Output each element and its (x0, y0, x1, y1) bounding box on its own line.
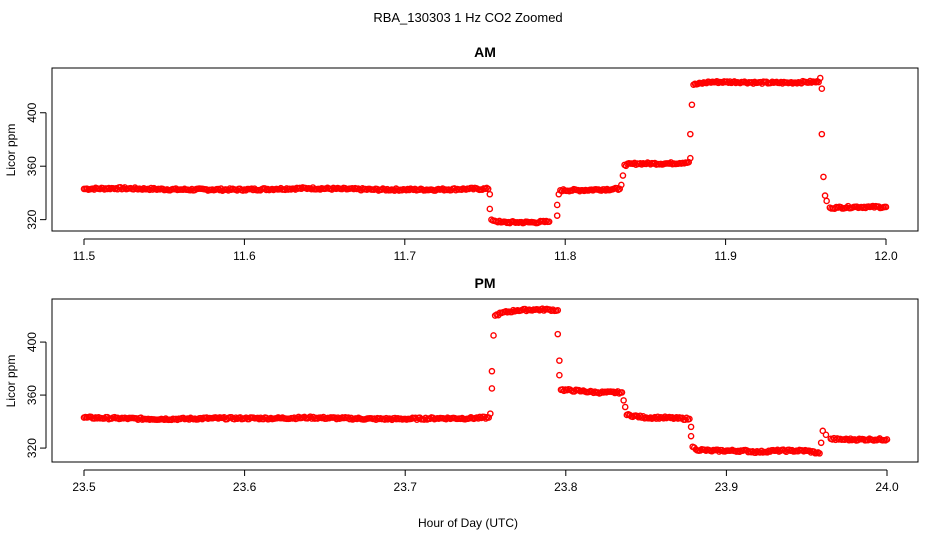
pm-plot-frame (51, 298, 919, 463)
x-axis-label: Hour of Day (UTC) (418, 516, 518, 530)
pm-x-tick-label: 23.9 (715, 480, 739, 494)
pm-data-point (554, 306, 562, 314)
am-x-tick-label: 11.5 (73, 249, 96, 263)
pm-data-point (819, 427, 827, 435)
am-data-point (816, 74, 824, 82)
pm-panel: PM Licor ppm 23.5 23.6 23.7 23.8 23.9 24.0 32… (4, 275, 919, 494)
pm-data-point (442, 415, 450, 423)
am-y-tick-label: 360 (25, 156, 39, 176)
pm-data-point (556, 357, 563, 364)
pm-x-tick-label: 23.5 (72, 480, 96, 494)
pm-data-point (620, 397, 627, 404)
am-panel-title: AM (474, 44, 496, 60)
am-data-point (818, 85, 826, 93)
pm-data-point (822, 431, 830, 439)
pm-x-tick-label: 24.0 (875, 480, 899, 494)
am-points (80, 74, 890, 227)
pm-data-point (618, 389, 626, 396)
pm-data-point (752, 449, 759, 457)
pm-data-point (621, 403, 629, 411)
am-data-point (486, 205, 494, 213)
pm-data-point (185, 416, 193, 423)
am-y-ticks: 320 360 400 (25, 102, 47, 230)
am-data-point (553, 212, 561, 219)
pm-data-point (847, 435, 854, 442)
am-x-tick-label: 11.8 (554, 249, 577, 263)
pm-data-point (687, 423, 695, 431)
am-data-point (405, 186, 413, 194)
am-data-point (703, 79, 710, 87)
pm-data-point (488, 385, 496, 392)
pm-data-point (655, 415, 663, 422)
pm-x-ticks: 23.5 23.6 23.7 23.8 23.9 24.0 (72, 469, 899, 494)
am-data-point (750, 80, 757, 87)
pm-data-point (660, 414, 667, 422)
pm-data-point (556, 371, 563, 379)
pm-data-point (333, 415, 340, 423)
pm-data-point (488, 367, 496, 375)
pm-panel-title: PM (475, 275, 496, 291)
am-data-point (823, 197, 830, 205)
am-y-axis-label: Licor ppm (4, 124, 18, 177)
pm-data-point (687, 432, 695, 440)
am-x-tick-label: 11.7 (394, 249, 417, 263)
pm-data-point (845, 436, 853, 444)
pm-data-point (686, 415, 693, 423)
am-x-tick-label: 11.9 (714, 249, 737, 263)
pm-y-tick-label: 360 (25, 385, 39, 405)
pm-data-point (661, 413, 669, 421)
pm-y-tick-label: 320 (25, 438, 39, 458)
pm-data-point (347, 414, 355, 422)
pm-x-tick-label: 23.7 (394, 480, 418, 494)
am-data-point (216, 186, 223, 194)
pm-data-point (817, 439, 825, 447)
am-data-point (618, 181, 625, 189)
am-data-point (486, 190, 494, 198)
am-data-point (882, 203, 890, 211)
pm-data-point (293, 415, 301, 422)
am-data-point (642, 160, 650, 168)
pm-y-axis-label: Licor ppm (4, 355, 18, 408)
pm-points (80, 305, 891, 457)
am-data-point (818, 130, 826, 138)
pm-data-point (487, 410, 494, 417)
am-data-point (806, 77, 814, 85)
am-data-point (726, 78, 734, 85)
am-data-point (149, 186, 156, 193)
am-data-point (619, 172, 627, 179)
figure-title: RBA_130303 1 Hz CO2 Zoomed (373, 10, 562, 25)
am-data-point (687, 130, 694, 138)
am-data-point (821, 192, 829, 199)
pm-x-tick-label: 23.8 (554, 480, 578, 494)
am-x-tick-label: 11.6 (233, 249, 256, 263)
am-plot-frame (51, 67, 919, 232)
am-y-tick-label: 400 (25, 102, 39, 122)
pm-data-point (263, 414, 270, 422)
pm-y-tick-label: 400 (25, 332, 39, 352)
pm-data-point (490, 332, 497, 339)
pm-y-ticks: 320 360 400 (25, 332, 47, 458)
am-data-point (820, 173, 827, 181)
pm-x-tick-label: 23.6 (233, 480, 257, 494)
pm-data-point (429, 414, 437, 422)
pm-data-point (883, 436, 891, 443)
am-x-ticks: 11.5 11.6 11.7 11.8 11.9 12.0 (73, 238, 898, 263)
am-data-point (688, 101, 696, 109)
pm-data-point (255, 415, 263, 423)
am-x-tick-label: 12.0 (874, 249, 898, 263)
am-data-point (613, 184, 621, 192)
pm-data-point (816, 450, 823, 457)
pm-data-point (554, 330, 562, 338)
pm-data-point (806, 447, 813, 455)
am-data-point (545, 218, 553, 225)
am-y-tick-label: 320 (25, 209, 39, 229)
am-data-point (687, 154, 694, 162)
pm-data-point (482, 415, 490, 422)
am-panel: AM Licor ppm 11.5 11.6 11.7 11.8 11.9 12.0 32… (4, 44, 919, 263)
pm-data-point (668, 414, 676, 421)
am-data-point (553, 201, 561, 209)
